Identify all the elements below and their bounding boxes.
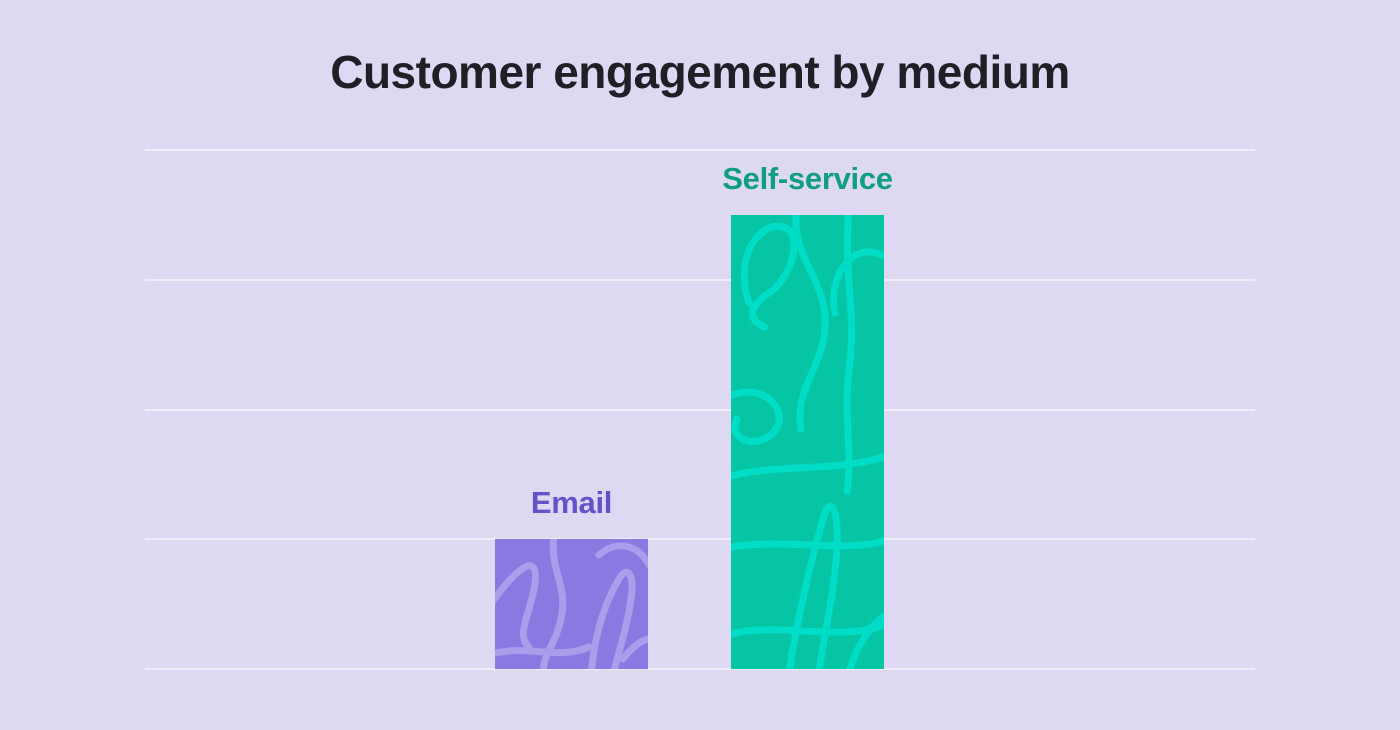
gridline [145, 668, 1255, 670]
bar-self-service [731, 215, 884, 669]
gridline [145, 408, 1255, 411]
bar-label-email: Email [530, 485, 613, 520]
chart-title: Customer engagement by medium [330, 46, 1070, 98]
gridline [145, 538, 1255, 541]
gridline [145, 149, 1255, 151]
plot-area: Email Self-service [145, 149, 1255, 670]
gridline [145, 278, 1255, 281]
bar-email [495, 539, 648, 669]
bar-label-self-service: Self-service [722, 161, 893, 196]
squiggle-pattern-email [495, 539, 648, 669]
squiggle-pattern-self-service [731, 215, 884, 669]
